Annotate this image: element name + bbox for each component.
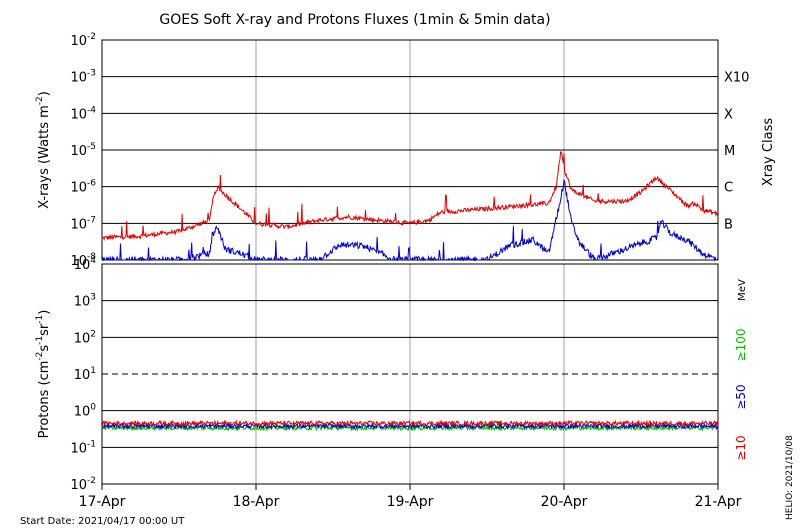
xray-ytick-label: 10-8 <box>70 252 96 269</box>
proton-unit-label: MeV <box>737 279 748 301</box>
xray-ytick-label: 10-3 <box>70 69 96 86</box>
xray-ytick-label: 10-4 <box>70 105 96 122</box>
xray-ytick-label: 10-6 <box>70 179 96 196</box>
panel-frame <box>101 39 719 261</box>
xray-class-label: C <box>724 181 733 196</box>
proton-energy-label: ≥50 <box>734 384 748 409</box>
x-tick-label: 21-Apr <box>695 494 742 510</box>
start-date-label: Start Date: 2021/04/17 00:00 UT <box>20 516 185 527</box>
x-tick-label: 20-Apr <box>541 494 588 510</box>
proton-ytick-label: 100 <box>74 403 97 420</box>
xray-short-series <box>101 178 719 262</box>
chart-title: GOES Soft X-ray and Protons Fluxes (1min… <box>159 12 550 28</box>
xray-ytick-label: 10-7 <box>70 215 96 232</box>
x-tick-label: 18-Apr <box>233 494 280 510</box>
proton-panel: 10-2 10-1 100 101 102 103 104 MeV ≥10 ≥50 ≥100 Prot… <box>35 256 748 493</box>
proton-ytick-label: 10-1 <box>70 439 96 456</box>
xray-ytick-label: 10-5 <box>70 142 96 159</box>
xray-panel: 10-8 10-7 10-6 10-5 10-4 10-3 10-2 B C M X X10 Xray … <box>35 32 776 269</box>
proton-ytick-label: 103 <box>74 293 96 310</box>
xray-class-label: B <box>724 217 733 232</box>
xray-class-label: X <box>724 107 733 122</box>
xray-class-axis-title: Xray Class <box>761 118 776 186</box>
proton-ytick-label: 10-2 <box>70 476 96 493</box>
proton-series-red <box>101 419 719 428</box>
xray-long-series <box>101 150 719 242</box>
proton-ytick-label: 104 <box>74 256 97 273</box>
xray-ylabel: X-rays (Watts m-2) <box>35 91 52 209</box>
generation-stamp: HELIO: 2021/10/08 <box>785 435 795 520</box>
xray-class-label: X10 <box>724 71 749 86</box>
proton-energy-label: ≥100 <box>734 329 748 362</box>
x-tick-label: 19-Apr <box>387 494 434 510</box>
x-tick-label: 17-Apr <box>79 494 126 510</box>
xray-ytick-label: 10-2 <box>70 32 96 49</box>
proton-ytick-label: 101 <box>74 366 96 383</box>
proton-ylabel: Protons (cm-2s-1sr-1) <box>35 310 52 439</box>
proton-ytick-label: 102 <box>74 329 96 346</box>
proton-energy-label: ≥10 <box>734 435 748 460</box>
xray-class-label: M <box>724 144 735 159</box>
